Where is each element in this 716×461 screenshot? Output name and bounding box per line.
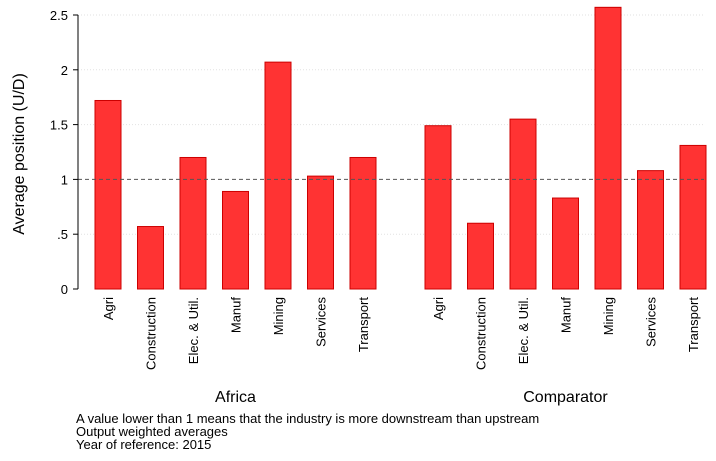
note-line-2: Output weighted averages <box>76 424 228 439</box>
note-line-3: Year of reference: 2015 <box>76 437 212 452</box>
x-tick-label: Mining <box>601 297 616 335</box>
bars <box>94 6 707 290</box>
x-tick-label: Services <box>644 297 659 347</box>
x-tick-label: Elec. & Util. <box>186 297 201 364</box>
y-tick-label: 1.5 <box>50 118 68 133</box>
bar-comparator-3 <box>552 197 579 290</box>
y-tick-label: 2 <box>61 63 68 78</box>
y-axis-title: Average position (U/D) <box>11 73 28 235</box>
y-tick-label: 2.5 <box>50 8 68 23</box>
bar-africa-5 <box>307 175 334 290</box>
y-tick-label: 1 <box>61 172 68 187</box>
bar-comparator-6 <box>679 144 707 290</box>
y-tick-label: .5 <box>57 227 68 242</box>
bar-comparator-1 <box>467 222 494 290</box>
bar-comparator-2 <box>509 118 537 290</box>
x-tick-label: Construction <box>474 297 489 370</box>
x-axis-labels: Agri Construction Elec. & Util. Manuf Mining… <box>101 297 701 370</box>
group-label-comparator: Comparator <box>523 389 608 406</box>
y-tick-label: 0 <box>61 282 68 297</box>
bar-africa-3 <box>222 190 249 290</box>
bar-africa-1 <box>137 226 164 290</box>
x-tick-label: Agri <box>431 297 446 320</box>
group-label-africa: Africa <box>215 389 256 406</box>
bar-chart: 0 .5 1 1.5 2 2.5 Agri Construction Elec. & Util… <box>11 6 707 406</box>
x-tick-label: Manuf <box>229 297 244 334</box>
bar-africa-0 <box>94 99 122 290</box>
group-labels: Africa Comparator <box>215 389 608 406</box>
x-tick-label: Mining <box>271 297 286 335</box>
x-tick-label: Manuf <box>559 297 574 334</box>
x-tick-label: Agri <box>101 297 116 320</box>
bar-comparator-4 <box>594 6 622 290</box>
x-tick-label: Transport <box>356 297 371 353</box>
bar-comparator-5 <box>637 170 664 290</box>
x-tick-label: Services <box>314 297 329 347</box>
x-tick-label: Elec. & Util. <box>516 297 531 364</box>
gridlines <box>78 14 704 235</box>
x-tick-label: Transport <box>686 297 701 353</box>
y-axis-ticks: 0 .5 1 1.5 2 2.5 <box>50 8 78 297</box>
note-line-1: A value lower than 1 means that the indu… <box>76 411 540 426</box>
bar-africa-2 <box>179 156 207 290</box>
bar-africa-6 <box>349 156 377 290</box>
bar-africa-4 <box>264 61 292 290</box>
x-tick-label: Construction <box>144 297 159 370</box>
bar-comparator-0 <box>424 125 452 290</box>
